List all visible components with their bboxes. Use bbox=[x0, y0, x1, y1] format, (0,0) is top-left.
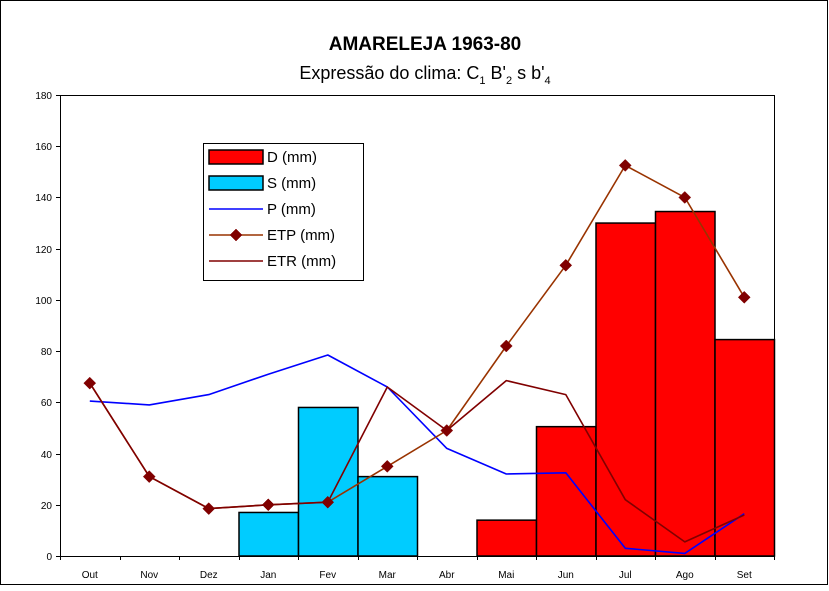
x-tick-label: Abr bbox=[439, 570, 455, 581]
subtitle-sub-1: 1 bbox=[479, 75, 485, 87]
y-tick-label: 20 bbox=[41, 501, 53, 512]
marker-etp-jul bbox=[618, 159, 632, 172]
y-tick-label: 120 bbox=[35, 245, 52, 256]
bar-d-jun bbox=[535, 425, 597, 557]
y-axis: 0 20 40 60 80 100 120 140 160 180 bbox=[35, 91, 61, 563]
legend-swatch bbox=[208, 149, 264, 165]
bar-d-set bbox=[714, 338, 776, 557]
legend: D (mm) S (mm) P (mm) ETP (mm) ETR (mm) bbox=[203, 143, 364, 281]
subtitle-mid-1: B' bbox=[486, 63, 506, 83]
y-tick-label: 180 bbox=[35, 91, 52, 102]
y-tick-label: 40 bbox=[41, 450, 53, 461]
legend-swatch bbox=[208, 175, 264, 191]
x-axis: Out Nov Dez Jan Fev Mar Abr Mai Jun Jul Ago Set bbox=[60, 556, 775, 581]
y-tick-label: 160 bbox=[35, 142, 52, 153]
x-tick-label: Jun bbox=[558, 570, 574, 581]
chart-title: AMARELEJA 1963-80 bbox=[329, 34, 522, 55]
marker-etp-out bbox=[83, 376, 97, 390]
marker-etp-set bbox=[737, 290, 751, 304]
legend-label: ETP (mm) bbox=[267, 227, 335, 244]
legend-marker bbox=[229, 228, 243, 242]
y-tick-label: 0 bbox=[46, 552, 52, 563]
x-tick-label: Set bbox=[737, 570, 752, 581]
x-tick-label: Ago bbox=[676, 570, 694, 581]
line-p bbox=[89, 354, 745, 555]
marker-etp-ago bbox=[678, 191, 692, 204]
subtitle-prefix: Expressão do clima: C bbox=[299, 63, 479, 83]
y-tick-label: 100 bbox=[35, 296, 52, 307]
legend-item-etr: ETR (mm) bbox=[209, 253, 336, 270]
y-tick-label: 60 bbox=[41, 398, 53, 409]
subtitle-mid-2: s b' bbox=[512, 63, 544, 83]
y-tick-label: 140 bbox=[35, 193, 52, 204]
y-tick-label: 80 bbox=[41, 347, 53, 358]
legend-label: ETR (mm) bbox=[267, 253, 336, 270]
x-tick-label: Dez bbox=[200, 570, 218, 581]
bar-s-jan bbox=[238, 511, 300, 557]
marker-etp-mai bbox=[499, 339, 513, 353]
legend-item-etp: ETP (mm) bbox=[209, 227, 335, 244]
legend-label: S (mm) bbox=[267, 175, 316, 192]
legend-item-p: P (mm) bbox=[209, 201, 316, 218]
x-tick-label: Jan bbox=[260, 570, 276, 581]
x-tick-label: Nov bbox=[140, 570, 158, 581]
marker-etp-jun bbox=[559, 258, 573, 272]
bar-d-ago bbox=[654, 210, 716, 557]
x-tick-label: Fev bbox=[319, 570, 336, 581]
bar-d-mai bbox=[476, 519, 538, 557]
subtitle-sub-3: 4 bbox=[545, 75, 551, 87]
legend-box bbox=[203, 143, 364, 281]
line-series bbox=[83, 159, 751, 555]
legend-item-s: S (mm) bbox=[208, 175, 316, 192]
legend-label: D (mm) bbox=[267, 149, 317, 166]
chart-subtitle: Expressão do clima: C1 B'2 s b'4 bbox=[299, 63, 550, 87]
x-tick-label: Mai bbox=[498, 570, 514, 581]
bar-d-jul bbox=[595, 222, 657, 557]
x-tick-label: Out bbox=[82, 570, 98, 581]
legend-label: P (mm) bbox=[267, 201, 316, 218]
x-tick-label: Mar bbox=[379, 570, 397, 581]
bar-s-mar bbox=[357, 475, 419, 557]
subtitle-sub-2: 2 bbox=[506, 75, 512, 87]
x-tick-label: Jul bbox=[619, 570, 632, 581]
line-etr bbox=[89, 379, 745, 543]
marker-etp-mar bbox=[380, 460, 394, 473]
bar-s-fev bbox=[297, 406, 359, 557]
legend-item-d: D (mm) bbox=[208, 149, 317, 166]
